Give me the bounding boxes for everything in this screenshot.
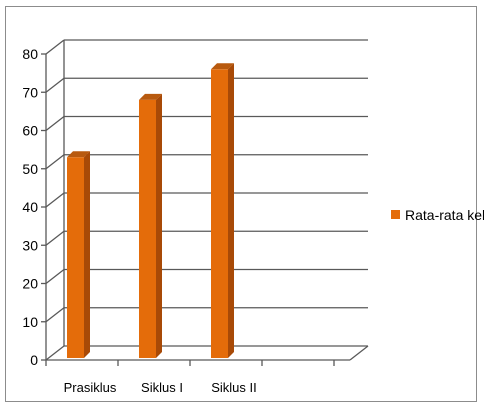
x-tick-label: Siklus II — [211, 380, 257, 395]
y-tick-label: 60 — [22, 123, 38, 139]
y-tick-label: 20 — [22, 276, 38, 292]
axes — [41, 40, 369, 366]
bars — [67, 63, 234, 359]
y-tick-labels: 0 10 20 30 40 50 60 70 80 — [22, 46, 38, 368]
legend-label: Rata-rata kelas — [405, 207, 484, 223]
gridline-wall — [45, 307, 65, 323]
y-tick-label: 70 — [22, 84, 38, 100]
bar-top — [67, 151, 90, 158]
y-tick-label: 0 — [30, 352, 38, 368]
bar-front — [67, 157, 84, 358]
gridline-wall — [45, 39, 65, 55]
floor-right-edge — [349, 345, 369, 361]
bar-side — [228, 63, 234, 359]
x-tick-labels: Prasiklus Siklus I Siklus II — [64, 380, 257, 395]
gridline-wall — [45, 230, 65, 246]
y-tick-label: 10 — [22, 314, 38, 330]
bar-top — [139, 93, 162, 100]
y-tick-label: 50 — [22, 161, 38, 177]
legend-swatch — [391, 210, 400, 219]
bar-side — [84, 151, 90, 358]
gridline-wall — [45, 77, 65, 93]
bar — [139, 93, 162, 359]
bar-side — [156, 93, 162, 359]
bar — [211, 63, 234, 359]
x-tick-label: Siklus I — [141, 380, 183, 395]
bar-front — [211, 69, 228, 359]
bar-top — [211, 63, 234, 70]
gridline-wall — [45, 268, 65, 285]
gridline-wall — [45, 345, 65, 361]
x-tick-label: Prasiklus — [64, 380, 117, 395]
gridline-wall — [45, 154, 65, 170]
y-tick-label: 40 — [22, 199, 38, 215]
gridline-wall — [45, 115, 65, 132]
y-tick-label: 80 — [22, 46, 38, 62]
y-tick-label: 30 — [22, 237, 38, 253]
gridlines — [45, 39, 368, 361]
legend: Rata-rata kelas — [391, 207, 484, 223]
bar — [67, 151, 90, 358]
gridline-wall — [45, 192, 65, 208]
bar-front — [139, 99, 156, 359]
